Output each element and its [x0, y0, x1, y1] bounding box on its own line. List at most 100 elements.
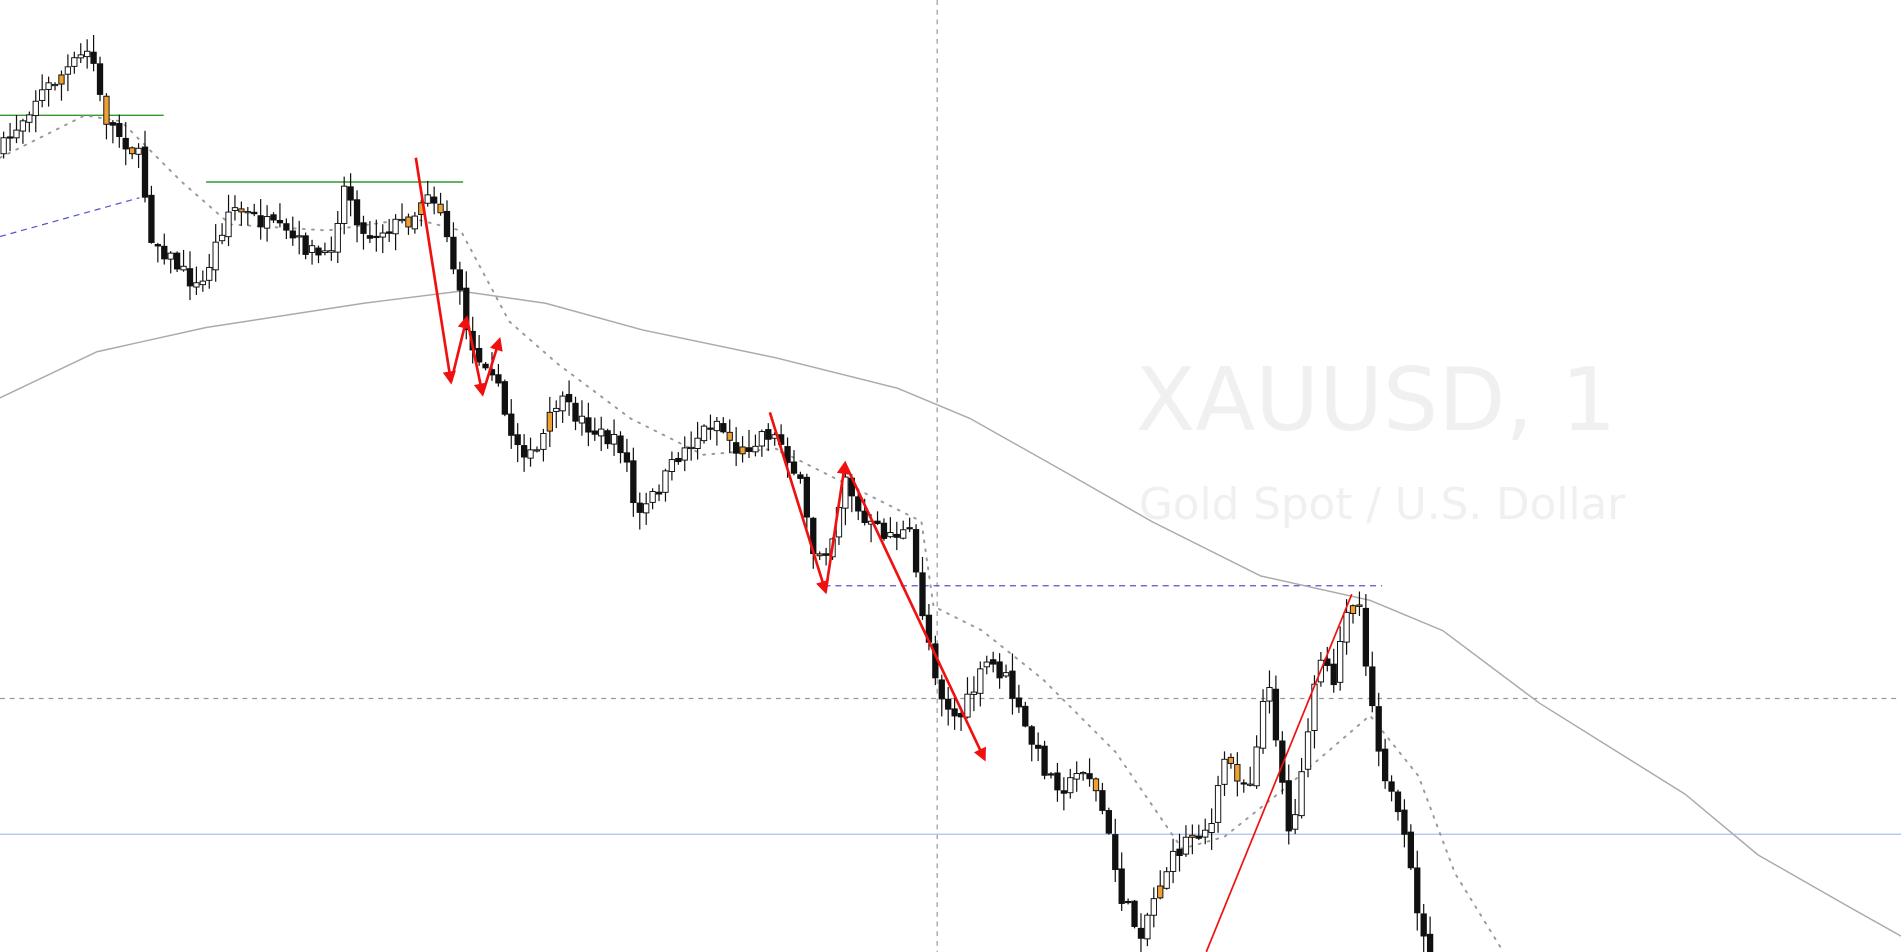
candle-body: [1163, 871, 1170, 889]
candle-body: [186, 268, 194, 287]
candle-body: [765, 429, 772, 440]
candle-body: [26, 114, 33, 123]
candle-body: [1240, 782, 1247, 785]
candle-body: [733, 442, 740, 454]
candle-body: [822, 553, 830, 556]
candle-body: [610, 433, 618, 445]
candle-body: [1298, 771, 1305, 817]
candle-body: [604, 430, 611, 445]
candle-body: [1266, 687, 1273, 702]
candle-body: [341, 185, 348, 224]
candle-body: [1285, 780, 1292, 832]
candle-body: [238, 208, 245, 213]
candle-body: [1195, 835, 1202, 839]
arrow: [465, 317, 487, 397]
candle-body: [437, 203, 444, 214]
candle-body: [970, 691, 978, 695]
candle-body: [392, 218, 399, 235]
candle-body: [964, 693, 971, 718]
candle-body: [1279, 740, 1286, 783]
candle-body: [1349, 605, 1357, 614]
candle-body: [739, 446, 746, 455]
candle-body: [90, 51, 97, 64]
candle-body: [977, 668, 984, 694]
candle-body: [289, 230, 296, 239]
candle-body: [668, 459, 676, 472]
candle-body: [0, 137, 7, 155]
candles: [0, 35, 1434, 952]
candle-body: [225, 211, 232, 238]
candle-body: [688, 446, 695, 450]
candle-body: [96, 63, 104, 95]
candle-body: [1079, 772, 1087, 775]
candle-body: [559, 395, 566, 412]
candle-body: [1131, 900, 1138, 927]
candle-body: [1067, 777, 1074, 794]
candle-body: [386, 231, 393, 234]
candle-body: [1272, 688, 1280, 741]
candle-body: [951, 708, 958, 717]
candle-body: [1253, 746, 1260, 787]
candle-body: [77, 54, 84, 59]
candle-body: [1414, 867, 1421, 914]
candle-body: [495, 374, 502, 384]
candle-body: [122, 137, 129, 150]
candle-body: [990, 659, 997, 665]
candle-body: [141, 146, 149, 198]
candle-body: [19, 120, 27, 132]
candle-body: [694, 437, 701, 450]
candle-body: [1407, 831, 1414, 869]
candle-body: [58, 74, 65, 85]
candle-body: [630, 460, 637, 504]
candle-body: [430, 196, 438, 204]
candle-body: [752, 445, 759, 453]
candle-body: [527, 449, 534, 459]
candle-body: [456, 269, 464, 291]
candle-body: [790, 461, 798, 474]
candle-body: [321, 250, 329, 254]
candle-body: [1015, 697, 1023, 708]
candle-body: [1112, 834, 1119, 870]
candle-body: [681, 447, 688, 461]
candle-body: [546, 411, 553, 432]
candle-body: [553, 407, 560, 412]
candle-body: [1009, 670, 1016, 699]
candle-body: [231, 207, 239, 211]
candle-body: [1375, 706, 1382, 752]
candle-body: [1169, 850, 1177, 872]
candle-body: [945, 698, 952, 710]
candle-body: [161, 245, 168, 260]
candle-body: [501, 381, 508, 415]
candle-body: [360, 222, 367, 234]
moving-average-fast: [0, 114, 1505, 952]
candle-body: [411, 215, 419, 230]
candle-body: [540, 433, 547, 450]
trend-line: [0, 197, 140, 238]
candle-body: [745, 447, 753, 452]
candle-body: [508, 413, 515, 436]
candle-body: [328, 250, 335, 253]
candle-body: [379, 232, 386, 238]
candle-body: [585, 417, 592, 433]
candle-body: [1337, 640, 1344, 683]
candle-body: [700, 425, 708, 442]
candle-body: [649, 491, 656, 503]
candle-body: [244, 211, 251, 214]
candle-body: [180, 265, 187, 271]
candle-body: [424, 194, 431, 204]
candle-body: [398, 218, 406, 222]
candle-body: [51, 83, 59, 87]
candle-body: [1144, 914, 1151, 940]
candle-body: [218, 234, 226, 242]
candle-body: [726, 431, 733, 441]
candle-body: [64, 66, 72, 75]
candle-body: [861, 510, 868, 524]
candle-body: [296, 235, 303, 238]
candle-body: [1022, 705, 1029, 727]
candle-body: [450, 236, 457, 270]
candle-body: [1381, 748, 1389, 782]
candle-body: [1343, 611, 1350, 643]
candle-body: [1388, 781, 1395, 792]
candle-body: [1420, 913, 1427, 937]
